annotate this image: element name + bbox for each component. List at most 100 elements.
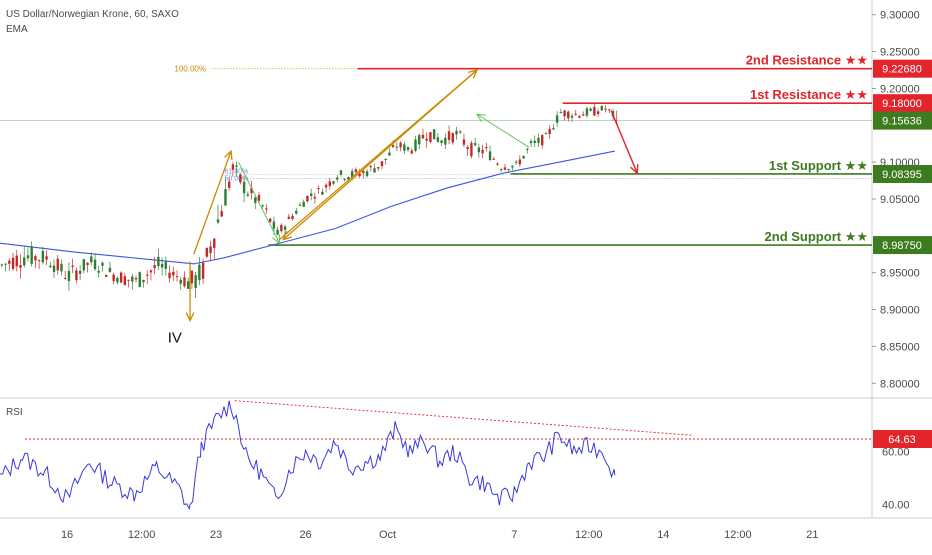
candle-down [567, 111, 570, 119]
candle-down [306, 195, 309, 202]
candle-down [459, 131, 462, 133]
candle-up [26, 255, 30, 259]
candle-down [220, 211, 223, 217]
candle-down [287, 216, 291, 219]
support-price-tag-label: 9.08395 [882, 169, 922, 181]
candle-up [90, 256, 93, 263]
time-axis-tick-label: 26 [299, 529, 311, 541]
current-price-tag [873, 111, 932, 130]
candle-up [529, 141, 533, 143]
candle-up [533, 140, 536, 143]
candle-up [403, 144, 406, 151]
candle-down [291, 215, 294, 220]
wave-arrow-down-head [185, 312, 195, 323]
candle-up [131, 276, 134, 282]
candle-up [336, 177, 339, 180]
time-axis-tick-label: 23 [210, 529, 222, 541]
candle-down [168, 272, 171, 279]
candle-up [395, 146, 399, 148]
candle-up [295, 210, 298, 214]
candle-up [488, 151, 492, 161]
candle-up [339, 170, 343, 175]
candle-up [97, 270, 100, 273]
candle-down [548, 128, 551, 134]
candle-down [496, 163, 499, 165]
candle-down [127, 279, 130, 281]
candle-up [164, 261, 168, 269]
candle-down [354, 169, 358, 173]
candle-down [45, 256, 48, 260]
projection-arrow-return-shaft [282, 69, 478, 241]
candle-up [142, 279, 145, 283]
candle-up [194, 275, 197, 289]
rsi-label: RSI [6, 407, 23, 418]
candle-up [477, 147, 481, 153]
candle-down [175, 276, 179, 278]
candle-down [574, 113, 577, 115]
support-level-label: 1st Support ★★ [769, 158, 868, 173]
candle-up [309, 193, 313, 196]
candle-up [302, 201, 305, 207]
time-axis-tick-label: 12:00 [575, 529, 603, 541]
candle-down [183, 277, 186, 287]
resistance-price-tag-label: 9.18000 [882, 98, 922, 110]
candle-up [350, 171, 354, 178]
candle-down [324, 184, 328, 188]
candle-down [268, 218, 272, 222]
time-axis-tick-label: 16 [61, 529, 73, 541]
symbol-title: US Dollar/Norwegian Krone, 60, SAXO [6, 9, 179, 20]
wave-arrow-up-1-head [224, 149, 233, 161]
time-axis-tick-label: Oct [379, 529, 396, 541]
candle-down [604, 108, 607, 110]
candle-up [514, 161, 518, 163]
candle-down [377, 167, 380, 169]
candle-down [410, 150, 413, 154]
time-axis-tick-label: 7 [511, 529, 517, 541]
candle-up [224, 189, 227, 206]
projection-arrow-return-head [282, 231, 293, 241]
rsi-line [0, 400, 616, 511]
candle-down [213, 238, 216, 248]
candle-down [447, 131, 451, 140]
candle-down [369, 166, 372, 168]
resistance-level-label: 2nd Resistance ★★ [746, 53, 868, 68]
rsi-overbought-tag-label: 64.63 [888, 434, 916, 446]
candle-up [343, 179, 346, 181]
time-axis-tick-label: 12:00 [128, 529, 156, 541]
candle-up [235, 165, 238, 167]
candle-up [78, 270, 82, 274]
candle-down [362, 170, 365, 174]
candle-down [563, 110, 566, 117]
candle-down [518, 159, 522, 165]
candle-up [555, 115, 559, 123]
fib-50-label: 50.00% [224, 175, 248, 182]
candle-down [123, 276, 127, 285]
candle-down [56, 258, 59, 271]
candle-up [0, 264, 4, 266]
candle-up [347, 177, 350, 180]
candle-down [503, 167, 507, 170]
candle-down [19, 264, 22, 268]
candle-down [462, 139, 466, 145]
candle-down [71, 265, 74, 267]
candle-down [492, 158, 495, 160]
green-retrace-arrow-2-head [476, 113, 486, 123]
rsi-axis-tick-label: 60.00 [882, 446, 910, 458]
candle-up [160, 263, 164, 268]
candle-down [145, 274, 149, 276]
candle-up [157, 256, 160, 267]
candle-down [328, 181, 331, 187]
candle-up [216, 219, 220, 223]
bearish-arrow-head [630, 164, 639, 175]
candle-up [41, 250, 45, 263]
candle-down [596, 111, 600, 115]
wave-arrow-up-1-shaft [193, 150, 232, 255]
candle-down [425, 138, 428, 141]
candle-up [414, 139, 417, 151]
candle-up [30, 246, 33, 264]
candle-down [280, 224, 283, 232]
candle-down [541, 134, 544, 146]
support-price-tag [873, 164, 932, 183]
